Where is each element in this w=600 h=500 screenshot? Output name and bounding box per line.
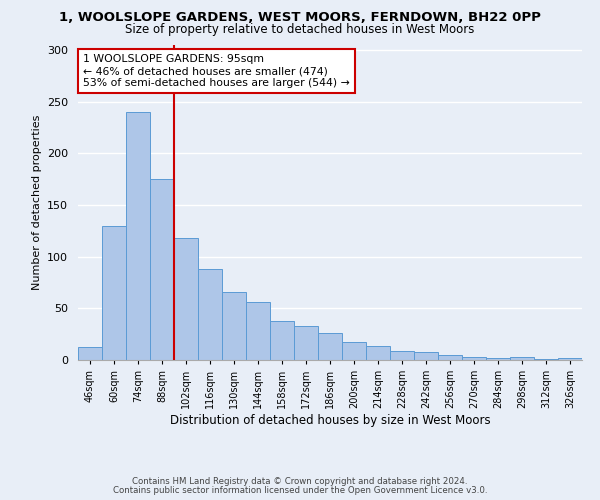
Bar: [294, 326, 318, 360]
Bar: [318, 333, 342, 360]
Bar: [270, 321, 294, 360]
Text: 1, WOOLSLOPE GARDENS, WEST MOORS, FERNDOWN, BH22 0PP: 1, WOOLSLOPE GARDENS, WEST MOORS, FERNDO…: [59, 11, 541, 24]
Bar: [246, 302, 270, 360]
Text: Contains HM Land Registry data © Crown copyright and database right 2024.: Contains HM Land Registry data © Crown c…: [132, 477, 468, 486]
Bar: [198, 269, 222, 360]
Bar: [150, 180, 174, 360]
Bar: [510, 357, 534, 360]
Bar: [462, 357, 486, 360]
Bar: [558, 358, 582, 360]
Bar: [126, 112, 150, 360]
Text: Contains public sector information licensed under the Open Government Licence v3: Contains public sector information licen…: [113, 486, 487, 495]
Bar: [222, 292, 246, 360]
Y-axis label: Number of detached properties: Number of detached properties: [32, 115, 41, 290]
Bar: [342, 342, 366, 360]
Text: Size of property relative to detached houses in West Moors: Size of property relative to detached ho…: [125, 22, 475, 36]
Bar: [366, 346, 390, 360]
Bar: [78, 346, 102, 360]
X-axis label: Distribution of detached houses by size in West Moors: Distribution of detached houses by size …: [170, 414, 490, 427]
Bar: [174, 238, 198, 360]
Bar: [414, 352, 438, 360]
Bar: [534, 359, 558, 360]
Bar: [438, 355, 462, 360]
Text: 1 WOOLSLOPE GARDENS: 95sqm
← 46% of detached houses are smaller (474)
53% of sem: 1 WOOLSLOPE GARDENS: 95sqm ← 46% of deta…: [83, 54, 350, 88]
Bar: [390, 350, 414, 360]
Bar: [102, 226, 126, 360]
Bar: [486, 358, 510, 360]
